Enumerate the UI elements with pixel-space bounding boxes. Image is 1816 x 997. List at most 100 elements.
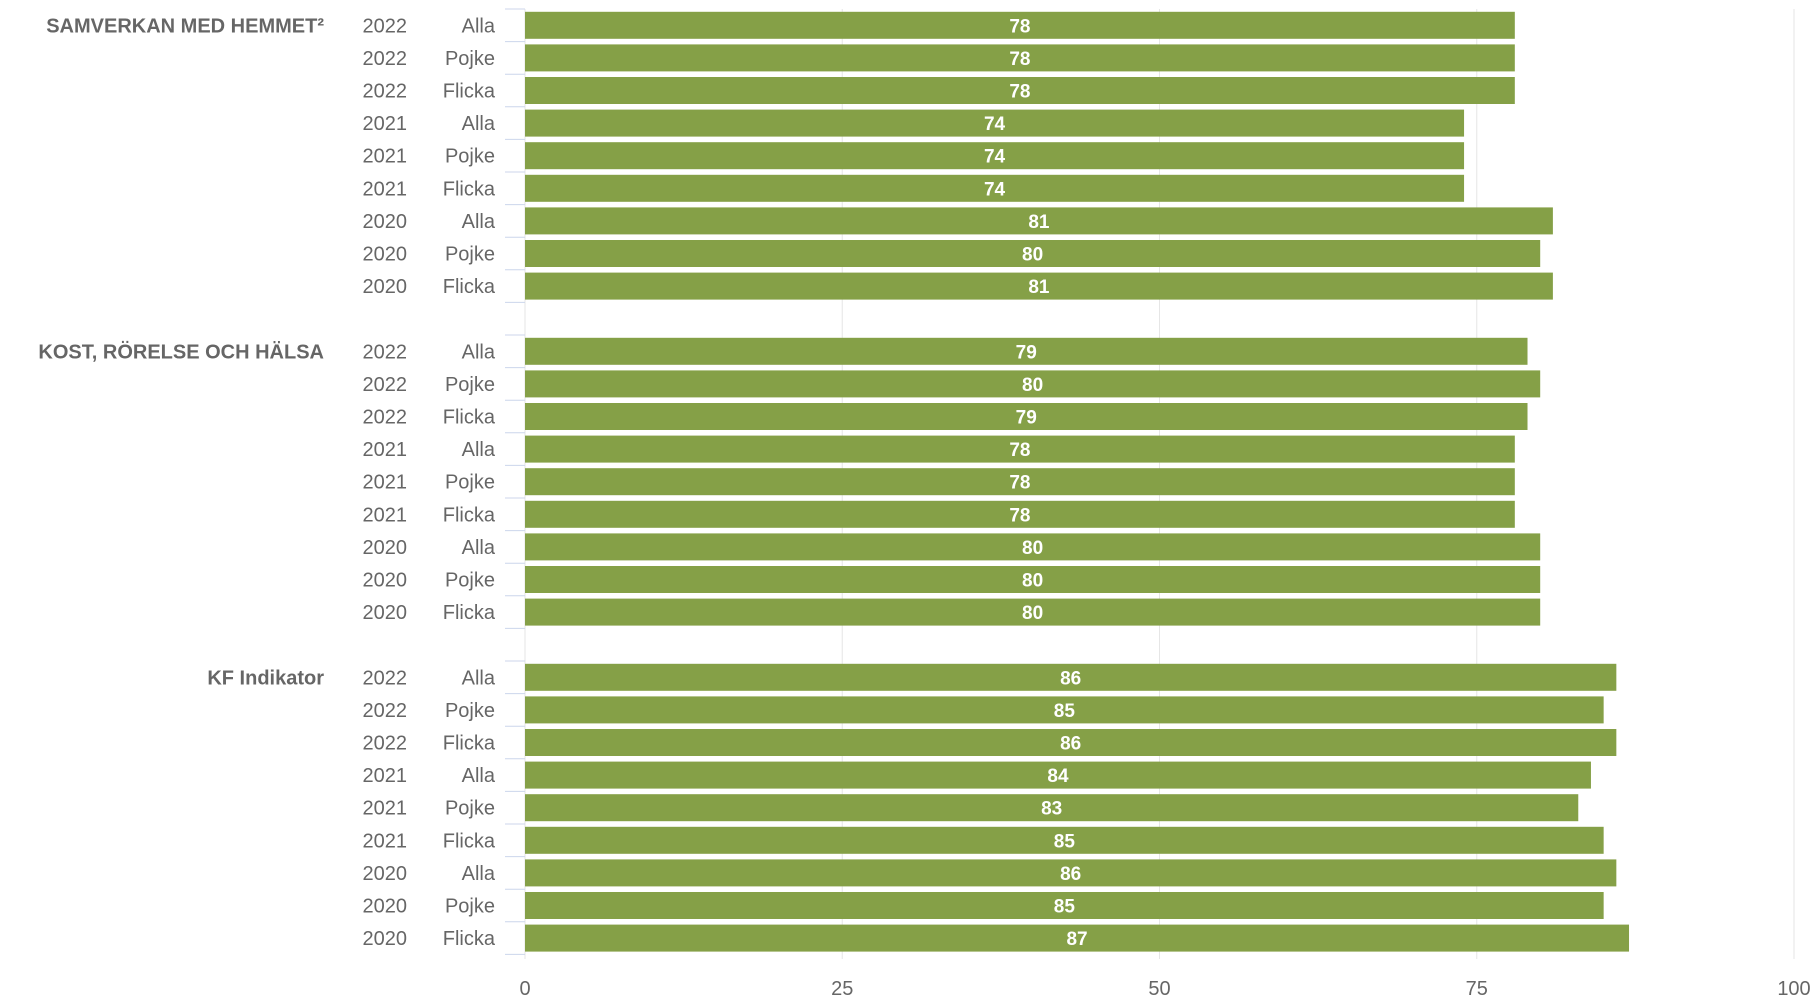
gender-label: Flicka: [443, 178, 496, 200]
year-label: 2022: [363, 667, 408, 689]
bar-value-label: 79: [1016, 342, 1037, 363]
year-label: 2021: [363, 798, 408, 820]
bars: [525, 11, 1630, 952]
bar-value-label: 86: [1060, 734, 1081, 755]
bar: [525, 794, 1579, 822]
year-label: 2020: [363, 928, 408, 950]
bar: [525, 44, 1515, 72]
bar: [525, 337, 1528, 365]
year-label: 2021: [363, 472, 408, 494]
year-label: 2022: [363, 407, 408, 429]
bar-value-label: 85: [1054, 701, 1076, 722]
year-label: 2021: [363, 439, 408, 461]
bar-value-label: 74: [984, 179, 1006, 200]
gender-label: Pojke: [445, 374, 495, 396]
gender-label: Pojke: [445, 48, 495, 70]
year-label: 2021: [363, 146, 408, 168]
bar-value-label: 78: [1009, 82, 1030, 103]
gender-label: Flicka: [443, 81, 496, 103]
bar: [525, 272, 1553, 300]
gender-label: Flicka: [443, 602, 496, 624]
bar-value-label: 85: [1054, 897, 1076, 918]
bar-value-label: 74: [984, 114, 1006, 135]
year-label: 2020: [363, 602, 408, 624]
year-label: 2020: [363, 570, 408, 592]
bar-value-label: 83: [1041, 799, 1062, 820]
bar-value-label: 78: [1009, 49, 1030, 70]
bar: [525, 435, 1515, 463]
bar: [525, 826, 1604, 854]
bar-value-label: 78: [1009, 473, 1030, 494]
gender-label: Flicka: [443, 504, 496, 526]
bar: [525, 892, 1604, 919]
gender-label: Alla: [462, 667, 496, 689]
gender-label: Pojke: [445, 472, 495, 494]
year-label: 2022: [363, 81, 408, 103]
bar: [525, 403, 1528, 430]
bar-value-label: 86: [1060, 668, 1081, 689]
gender-label: Pojke: [445, 146, 495, 168]
bar-value-label: 84: [1047, 766, 1069, 787]
gender-label: Flicka: [443, 830, 496, 852]
bar: [525, 77, 1515, 104]
x-tick-label: 25: [831, 978, 853, 997]
gender-label: Flicka: [443, 276, 496, 298]
gender-label: Flicka: [443, 928, 496, 950]
bar: [525, 924, 1630, 952]
year-label: 2022: [363, 341, 408, 363]
year-label: 2021: [363, 178, 408, 200]
year-label: 2021: [363, 765, 408, 787]
bar: [525, 207, 1553, 235]
bar: [525, 566, 1541, 593]
x-tick-label: 50: [1148, 978, 1170, 997]
gender-label: Alla: [462, 863, 496, 885]
group-label: SAMVERKAN MED HEMMET²: [46, 15, 324, 37]
gender-label: Alla: [462, 537, 496, 559]
bar: [525, 11, 1515, 39]
bar-value-label: 87: [1066, 929, 1087, 950]
year-label: 2021: [363, 113, 408, 135]
year-label: 2022: [363, 700, 408, 722]
gender-label: Pojke: [445, 570, 495, 592]
year-label: 2020: [363, 211, 408, 233]
gender-label: Alla: [462, 15, 496, 37]
year-label: 2022: [363, 15, 408, 37]
year-label: 2022: [363, 374, 408, 396]
bar: [525, 533, 1541, 561]
bar-value-label: 80: [1022, 245, 1043, 266]
year-label: 2020: [363, 863, 408, 885]
gender-label: Alla: [462, 341, 496, 363]
labels: 0 25 50 75 100 78 2022 Alla SAMVERKAN MED HEMMET…: [38, 15, 1810, 997]
bar-value-label: 78: [1009, 16, 1030, 37]
bar: [525, 240, 1541, 267]
bar: [525, 761, 1591, 789]
bar-value-label: 79: [1016, 408, 1037, 429]
bar: [525, 370, 1541, 398]
gender-label: Pojke: [445, 798, 495, 820]
bar-value-label: 78: [1009, 440, 1030, 461]
group-label: KF Indikator: [207, 667, 324, 689]
group-label: KOST, RÖRELSE OCH HÄLSA: [38, 340, 324, 363]
year-label: 2021: [363, 830, 408, 852]
bar: [525, 859, 1617, 887]
bar-value-label: 80: [1022, 571, 1043, 592]
bar: [525, 142, 1465, 170]
year-label: 2020: [363, 537, 408, 559]
bar-value-label: 78: [1009, 505, 1030, 526]
bar: [525, 468, 1515, 496]
gender-label: Alla: [462, 439, 496, 461]
year-label: 2020: [363, 896, 408, 918]
bar: [525, 696, 1604, 724]
x-tick-label: 0: [519, 978, 530, 997]
gender-label: Flicka: [443, 733, 496, 755]
year-label: 2020: [363, 244, 408, 266]
year-label: 2022: [363, 48, 408, 70]
category-tick-marks: [505, 8, 525, 955]
bar-value-label: 86: [1060, 864, 1081, 885]
bar: [525, 500, 1515, 528]
gender-label: Pojke: [445, 896, 495, 918]
bar-value-label: 81: [1028, 277, 1050, 298]
gender-label: Alla: [462, 113, 496, 135]
gender-label: Pojke: [445, 700, 495, 722]
